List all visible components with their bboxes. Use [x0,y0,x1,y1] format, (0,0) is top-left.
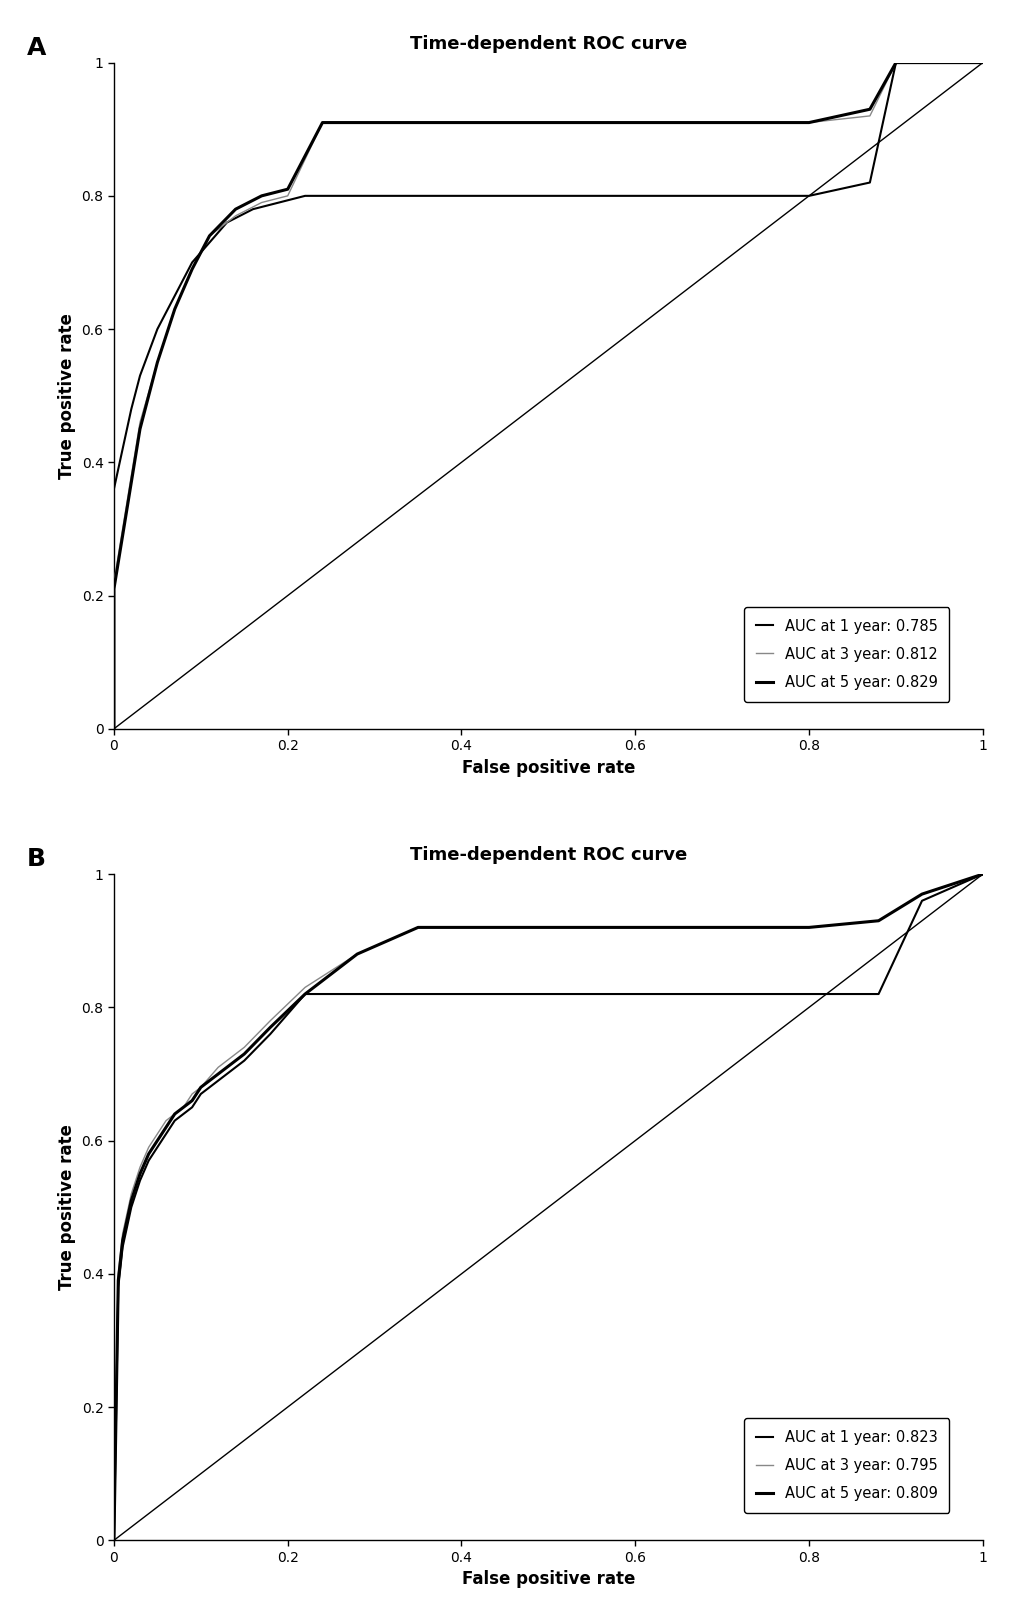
Title: Time-dependent ROC curve: Time-dependent ROC curve [410,34,687,52]
Text: A: A [27,36,46,60]
X-axis label: False positive rate: False positive rate [462,1571,635,1589]
Text: B: B [27,847,46,872]
Title: Time-dependent ROC curve: Time-dependent ROC curve [410,846,687,863]
Legend: AUC at 1 year: 0.823, AUC at 3 year: 0.795, AUC at 5 year: 0.809: AUC at 1 year: 0.823, AUC at 3 year: 0.7… [744,1419,949,1513]
Y-axis label: True positive rate: True positive rate [58,313,76,479]
Y-axis label: True positive rate: True positive rate [58,1125,76,1290]
X-axis label: False positive rate: False positive rate [462,760,635,777]
Legend: AUC at 1 year: 0.785, AUC at 3 year: 0.812, AUC at 5 year: 0.829: AUC at 1 year: 0.785, AUC at 3 year: 0.8… [744,607,949,701]
